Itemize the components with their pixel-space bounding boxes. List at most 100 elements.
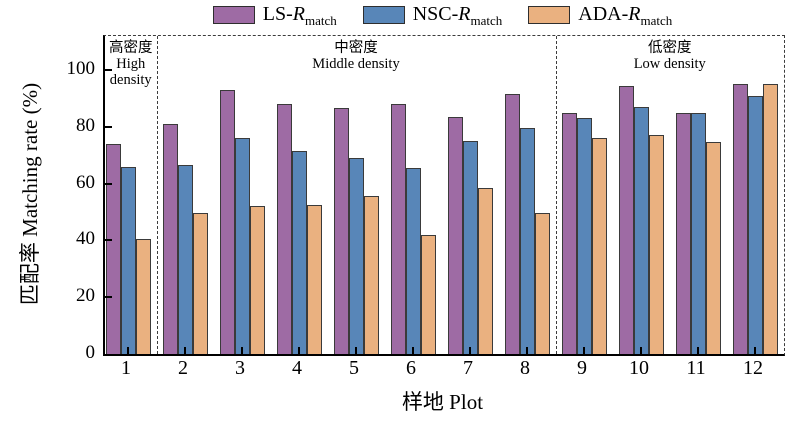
- legend-item-ls: LS-Rmatch: [212, 4, 337, 27]
- x-tick-label-11: 11: [686, 357, 706, 379]
- bar-ls-plot-10: [618, 85, 634, 354]
- x-tick-label-8: 8: [520, 357, 530, 379]
- x-tick-4: [298, 347, 300, 354]
- bar-ada-plot-8: [534, 213, 550, 354]
- x-tick-label-10: 10: [629, 357, 649, 379]
- bar-ls-plot-5: [333, 108, 349, 354]
- bar-nsc-plot-6: [405, 168, 421, 354]
- bar-ls-plot-7: [447, 116, 463, 354]
- x-tick-label-7: 7: [463, 357, 473, 379]
- legend-label-ada: ADA-Rmatch: [578, 4, 672, 27]
- y-tick-label-100: 100: [66, 58, 96, 80]
- x-tick-label-5: 5: [349, 357, 359, 379]
- bar-nsc-plot-12: [747, 95, 763, 354]
- y-tick-100: [105, 69, 112, 72]
- y-tick-60: [105, 182, 112, 185]
- ls-color-swatch: [212, 6, 255, 24]
- region-label-zh: 低密度: [648, 40, 692, 56]
- y-tick-label-80: 80: [76, 114, 95, 136]
- region-label-en: Low density: [633, 56, 706, 73]
- region-label-middle-density: 中密度 Middle density: [256, 40, 456, 72]
- legend-item-ada: ADA-Rmatch: [528, 4, 672, 27]
- bar-ls-plot-9: [561, 112, 577, 354]
- legend-subscript-ada: match: [640, 12, 673, 28]
- x-tick-1: [127, 347, 129, 354]
- x-tick-10: [640, 347, 642, 354]
- y-tick-label-0: 0: [85, 342, 96, 363]
- bar-ada-plot-3: [249, 206, 265, 354]
- bar-nsc-plot-8: [519, 128, 535, 354]
- bar-nsc-plot-7: [462, 141, 478, 354]
- legend-label-ls: LS-Rmatch: [263, 4, 337, 27]
- ada-color-swatch: [528, 6, 571, 24]
- x-tick-12: [754, 347, 756, 354]
- legend-subscript-ls: match: [304, 12, 337, 28]
- bar-ada-plot-5: [363, 196, 379, 354]
- x-tick-6: [412, 347, 414, 354]
- y-tick-40: [105, 239, 112, 242]
- y-tick-label-60: 60: [76, 171, 95, 193]
- bar-ada-plot-7: [477, 187, 493, 354]
- bar-nsc-plot-1: [120, 166, 136, 354]
- bar-ls-plot-1: [105, 143, 121, 354]
- region-label-zh: 中密度: [334, 40, 378, 56]
- bar-ls-plot-3: [219, 89, 235, 354]
- bar-ada-plot-2: [192, 213, 208, 354]
- bar-ada-plot-10: [648, 135, 664, 354]
- y-axis-title: 匹配率 Matching rate (%): [18, 82, 42, 306]
- x-tick-label-12: 12: [743, 357, 763, 379]
- bar-nsc-plot-10: [633, 106, 649, 354]
- region-label-en: High density: [109, 56, 152, 89]
- bar-ada-plot-11: [705, 142, 721, 354]
- x-tick-label-9: 9: [577, 357, 587, 379]
- bar-ada-plot-1: [135, 239, 151, 354]
- bar-nsc-plot-2: [177, 165, 193, 354]
- bar-ls-plot-11: [675, 112, 691, 354]
- bar-ls-plot-12: [732, 84, 748, 354]
- legend: LS-Rmatch NSC-Rmatch ADA-Rmatch: [103, 0, 782, 30]
- legend-item-nsc: NSC-Rmatch: [362, 4, 503, 27]
- x-tick-label-1: 1: [121, 357, 131, 379]
- x-tick-9: [583, 347, 585, 354]
- x-tick-label-2: 2: [178, 357, 188, 379]
- y-tick-label-40: 40: [76, 228, 95, 250]
- legend-prefix-ls: LS-: [262, 2, 293, 25]
- bar-nsc-plot-11: [690, 112, 706, 354]
- bar-nsc-plot-9: [576, 118, 592, 354]
- region-divider-2: [555, 36, 557, 354]
- x-tick-label-3: 3: [235, 357, 245, 379]
- region-label-high-density: 高密度 High density: [107, 40, 155, 89]
- bar-ls-plot-8: [504, 94, 520, 354]
- bar-ada-plot-9: [591, 138, 607, 354]
- bar-ls-plot-2: [162, 124, 178, 354]
- bar-nsc-plot-4: [291, 151, 307, 354]
- region-divider-1: [156, 36, 158, 354]
- x-tick-7: [469, 347, 471, 354]
- x-tick-8: [526, 347, 528, 354]
- region-label-low-density: 低密度 Low density: [570, 40, 770, 72]
- legend-symbol-ada: R: [628, 2, 641, 25]
- legend-subscript-nsc: match: [470, 12, 503, 28]
- legend-prefix-nsc: NSC-: [412, 2, 459, 25]
- x-axis-title: 样地 Plot: [401, 390, 484, 414]
- bar-ls-plot-6: [390, 104, 406, 354]
- x-tick-3: [241, 347, 243, 354]
- bar-ada-plot-6: [420, 234, 436, 354]
- plot-area: 高密度 High density 中密度 Middle density 低密度 Low d…: [103, 35, 785, 356]
- x-tick-2: [184, 347, 186, 354]
- legend-label-nsc: NSC-Rmatch: [413, 4, 503, 27]
- x-tick-label-6: 6: [406, 357, 416, 379]
- x-tick-11: [697, 347, 699, 354]
- bar-ada-plot-4: [306, 204, 322, 354]
- region-label-zh: 高密度: [109, 40, 153, 56]
- legend-symbol-nsc: R: [458, 2, 471, 25]
- bar-nsc-plot-5: [348, 158, 364, 354]
- bar-ls-plot-4: [276, 104, 292, 354]
- x-tick-label-4: 4: [292, 357, 302, 379]
- region-label-en: Middle density: [312, 56, 400, 73]
- y-tick-20: [105, 296, 112, 299]
- nsc-color-swatch: [362, 6, 405, 24]
- bar-ada-plot-12: [762, 84, 778, 354]
- legend-symbol-ls: R: [292, 2, 305, 25]
